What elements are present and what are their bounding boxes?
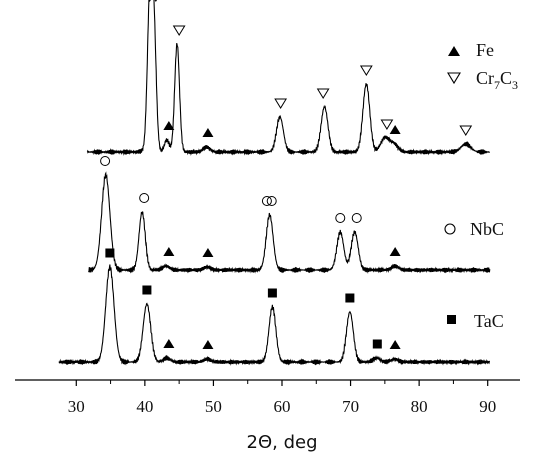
peak-marker-nbc [100,156,111,166]
peak-marker-tac [345,293,355,303]
pattern-tac [58,264,491,366]
x-ticks: 30 40 50 60 70 80 90 [68,380,496,416]
peak-markers [100,0,473,349]
legend-cr7c3-marker [447,72,461,85]
peak-marker-tac [267,288,277,298]
peak-marker-fe-cr7c3 [163,121,175,130]
peak-marker-nbc [139,193,150,203]
peak-marker-fe-cr7c3 [459,125,473,136]
x-tick-label-60: 60 [273,397,290,416]
peak-marker-tac [142,285,152,295]
peak-marker-fe-cr7c3 [172,25,186,36]
peak-marker-fe-cr7c3 [380,119,394,130]
legend: Fe Cr7C3 NbC TaC [444,40,518,331]
peak-marker-tac [105,248,115,258]
x-tick-label-50: 50 [205,397,222,416]
peak-marker-fe-cr7c3 [389,125,401,134]
peak-marker-nbc [389,247,401,256]
peak-marker-fe-cr7c3 [316,88,330,99]
legend-tac-marker [447,315,456,324]
x-tick-label-30: 30 [68,397,85,416]
legend-fe-marker [448,46,460,56]
peak-marker-nbc [163,247,175,256]
peak-marker-tac [163,339,175,348]
legend-tac-label: TaC [474,311,504,331]
peak-marker-tac [389,340,401,349]
pattern-nbc [88,171,491,274]
x-tick-label-80: 80 [411,397,428,416]
peak-marker-tac [202,340,214,349]
x-tick-label-90: 90 [479,397,496,416]
legend-nbc-label: NbC [470,219,504,239]
peak-marker-fe-cr7c3 [202,128,214,137]
peak-marker-nbc [202,248,214,257]
xrd-patterns [58,0,491,366]
peak-marker-nbc [351,213,362,223]
peak-marker-tac [372,339,382,349]
peak-marker-fe-cr7c3 [359,65,373,76]
x-tick-label-70: 70 [342,397,359,416]
x-tick-label-40: 40 [136,397,153,416]
x-axis-title: 2Θ, deg [247,432,318,453]
legend-fe-label: Fe [476,40,494,60]
legend-nbc-marker [444,223,456,235]
peak-marker-nbc [266,196,277,206]
peak-marker-nbc [261,196,272,206]
legend-cr7c3-label: Cr7C3 [476,68,518,92]
peak-marker-fe-cr7c3 [154,0,158,2]
peak-marker-nbc [335,213,346,223]
peak-marker-fe-cr7c3 [274,98,288,109]
pattern-fe-cr7c3 [86,0,491,156]
